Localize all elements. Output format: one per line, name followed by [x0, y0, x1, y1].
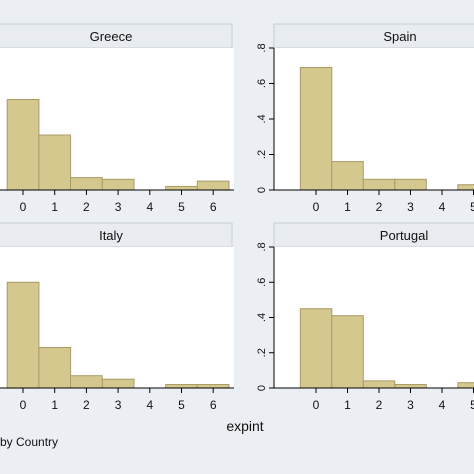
bar-italy-2: [70, 375, 103, 389]
bar-greece-5: [165, 185, 198, 191]
x-tick-label-greece-0: 0: [20, 200, 27, 214]
x-tick-label-greece-3: 3: [115, 200, 122, 214]
x-tick-label-italy-1: 1: [51, 398, 58, 412]
bar-spain-5: [457, 184, 474, 191]
x-tick-label-spain-0: 0: [313, 200, 320, 214]
x-axis-title: expint: [226, 418, 263, 434]
y-tick-label-portugal-1: .6: [256, 278, 268, 287]
x-tick-label-portugal-1: 1: [344, 398, 351, 412]
bar-spain-3: [394, 178, 427, 191]
x-tick-label-portugal-2: 2: [376, 398, 383, 412]
panel-portugal: Portugal .8 .6 .4 .2 0 0 1 2 3 4 5: [256, 222, 474, 412]
bar-spain-0: [299, 67, 333, 191]
panel-spain-x-ticks: 0 1 2 3 4 5: [313, 190, 474, 214]
panel-portugal-strip: [273, 222, 474, 248]
x-tick-label-greece-2: 2: [83, 200, 90, 214]
panel-greece-x-ticks: 0 1 2 3 4 5 6: [20, 190, 217, 214]
y-tick-label-spain-2: .4: [256, 114, 268, 123]
panel-spain-strip: [273, 23, 474, 49]
y-tick-label-spain-4: 0: [256, 187, 268, 193]
panel-italy: Italy 0 1 2 3 4 5 6: [0, 222, 234, 412]
x-tick-label-greece-4: 4: [146, 200, 153, 214]
panel-spain-title: Spain: [383, 29, 416, 44]
y-tick-label-portugal-3: .2: [256, 348, 268, 357]
panel-portugal-x-ticks: 0 1 2 3 4 5: [313, 388, 474, 412]
panel-portugal-y-ticks: .8 .6 .4 .2 0: [256, 242, 274, 391]
x-tick-label-portugal-4: 4: [439, 398, 446, 412]
x-tick-label-spain-1: 1: [344, 200, 351, 214]
y-tick-label-portugal-4: 0: [256, 385, 268, 391]
panel-greece-title: Greece: [90, 29, 133, 44]
bar-greece-1: [38, 134, 72, 191]
panel-portugal-title: Portugal: [380, 228, 429, 243]
bar-italy-0: [6, 281, 40, 389]
x-tick-label-italy-4: 4: [146, 398, 153, 412]
panel-greece-strip: [0, 23, 233, 49]
x-tick-label-italy-6: 6: [210, 398, 217, 412]
x-tick-label-spain-4: 4: [439, 200, 446, 214]
x-tick-label-spain-3: 3: [407, 200, 414, 214]
x-tick-label-italy-5: 5: [178, 398, 185, 412]
x-tick-label-italy-0: 0: [20, 398, 27, 412]
bar-italy-6: [196, 384, 230, 389]
x-tick-label-greece-6: 6: [210, 200, 217, 214]
x-tick-label-spain-5: 5: [470, 200, 474, 214]
panel-italy-title: Italy: [99, 228, 123, 243]
panel-portugal-bars: [299, 308, 474, 389]
x-tick-label-italy-2: 2: [83, 398, 90, 412]
bar-italy-5: [165, 384, 198, 389]
by-country-note: by Country: [0, 435, 58, 449]
panel-italy-x-ticks: 0 1 2 3 4 5 6: [20, 388, 217, 412]
x-tick-label-spain-2: 2: [376, 200, 383, 214]
y-tick-label-spain-0: .8: [256, 43, 268, 52]
x-tick-label-portugal-3: 3: [407, 398, 414, 412]
bar-greece-2: [70, 177, 103, 191]
x-tick-label-portugal-5: 5: [470, 398, 474, 412]
bar-portugal-2: [362, 380, 396, 389]
x-tick-label-greece-1: 1: [51, 200, 58, 214]
bar-portugal-1: [331, 315, 364, 389]
bar-spain-1: [331, 161, 364, 191]
bar-greece-0: [6, 99, 40, 191]
y-tick-label-spain-3: .2: [256, 150, 268, 159]
panel-spain: Spain .8 .6 .4 .2 0 0 1 2 3 4 5: [256, 23, 474, 214]
y-tick-label-portugal-2: .4: [256, 313, 268, 322]
panel-greece: Greece 0 1 2 3 4 5 6: [0, 23, 234, 214]
x-tick-label-portugal-0: 0: [313, 398, 320, 412]
panel-spain-y-ticks: .8 .6 .4 .2 0: [256, 43, 274, 193]
x-tick-label-italy-3: 3: [115, 398, 122, 412]
y-tick-label-portugal-0: .8: [256, 242, 268, 251]
bar-portugal-3: [394, 384, 427, 389]
bar-spain-2: [362, 178, 396, 191]
bar-portugal-5: [457, 382, 474, 389]
x-tick-label-greece-5: 5: [178, 200, 185, 214]
panel-italy-bars: [6, 281, 230, 389]
bar-portugal-0: [299, 308, 333, 389]
y-tick-label-spain-1: .6: [256, 79, 268, 88]
bar-italy-3: [101, 378, 135, 389]
bar-greece-6: [196, 180, 230, 191]
bar-greece-3: [101, 178, 135, 191]
bar-italy-1: [38, 347, 72, 389]
